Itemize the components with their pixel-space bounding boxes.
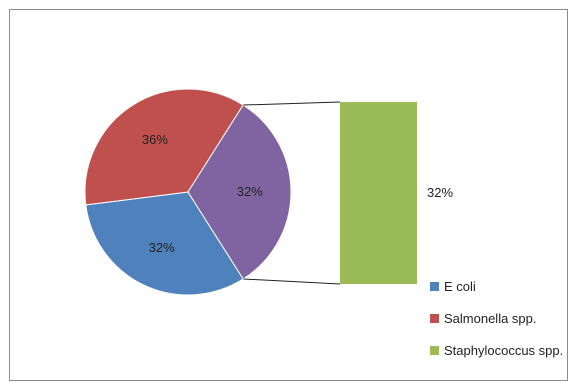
connector-line-top bbox=[243, 101, 341, 106]
pie-slice-staphylococcus bbox=[187, 104, 292, 280]
slice-label-staphylococcus: 32% bbox=[237, 184, 263, 199]
legend-label-staphylococcus: Staphylococcus spp. bbox=[444, 342, 564, 358]
legend: E coli Salmonella spp. Staphylococcus sp… bbox=[430, 276, 563, 372]
slice-label-e-coli: 32% bbox=[149, 240, 175, 255]
legend-swatch-staphylococcus bbox=[430, 345, 439, 355]
legend-item-e-coli: E coli bbox=[430, 276, 563, 296]
pie-slice-salmonella bbox=[84, 88, 244, 206]
legend-swatch-e-coli bbox=[430, 281, 439, 291]
legend-swatch-salmonella bbox=[430, 313, 439, 323]
legend-label-salmonella: Salmonella spp. bbox=[444, 310, 537, 326]
legend-item-salmonella: Salmonella spp. bbox=[430, 308, 563, 328]
secondary-bar-label: 32% bbox=[427, 185, 453, 200]
slice-label-salmonella: 36% bbox=[142, 132, 168, 147]
secondary-bar-staphylococcus bbox=[340, 102, 417, 284]
legend-label-e-coli: E coli bbox=[444, 278, 476, 294]
connector-line-bottom bbox=[243, 278, 341, 285]
legend-item-staphylococcus: Staphylococcus spp. bbox=[430, 340, 563, 360]
